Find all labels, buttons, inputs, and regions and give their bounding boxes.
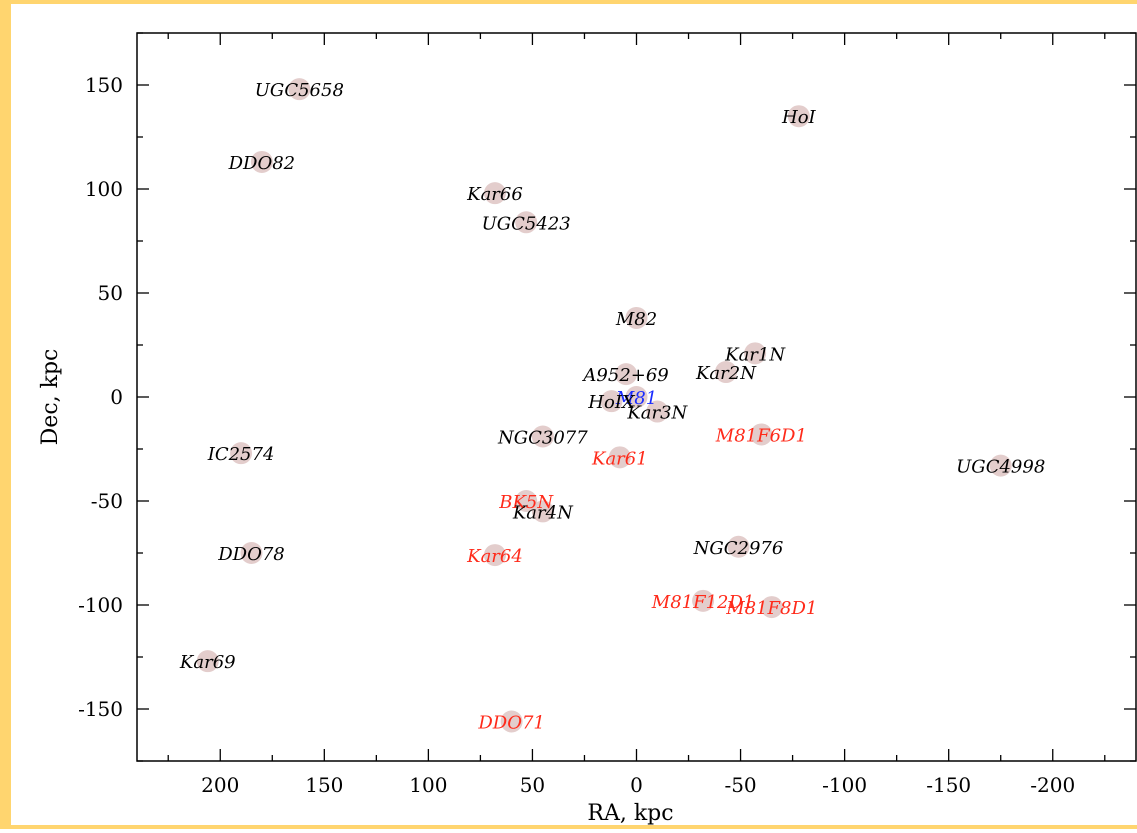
galaxy-label: IC2574: [207, 444, 275, 465]
galaxy-label: Kar66: [466, 184, 523, 205]
labels-layer: UGC5658HoIDDO82Kar66UGC5423M82Kar1NKar2N…: [179, 80, 1045, 733]
galaxy-label: NGC2976: [693, 538, 784, 559]
x-tick-label: 150: [305, 773, 343, 797]
galaxy-label: Kar69: [179, 652, 236, 673]
galaxy-label: DDO78: [217, 544, 285, 565]
galaxy-label: DDO71: [477, 712, 545, 733]
y-tick-label: 0: [110, 385, 123, 409]
y-tick-label: 100: [85, 177, 123, 201]
y-axis-label: Dec, kpc: [38, 349, 63, 446]
galaxy-label: UGC5658: [255, 80, 344, 101]
y-tick-label: -50: [91, 489, 123, 513]
galaxy-label: M81F8D1: [725, 598, 817, 619]
galaxy-label: UGC4998: [956, 457, 1045, 478]
x-tick-label: 0: [630, 773, 643, 797]
x-axis-label: RA, kpc: [587, 801, 673, 826]
y-tick-label: 150: [85, 73, 123, 97]
galaxy-label: M81F6D1: [715, 425, 807, 446]
x-tick-label: -50: [724, 773, 756, 797]
x-tick-label: 100: [409, 773, 447, 797]
x-tick-label: -200: [1030, 773, 1075, 797]
galaxy-label: Kar61: [591, 448, 648, 469]
y-tick-label: -150: [78, 697, 123, 721]
scatter-chart: UGC5658HoIDDO82Kar66UGC5423M82Kar1NKar2N…: [11, 4, 1137, 833]
galaxy-label: HoI: [781, 107, 817, 128]
galaxy-label: M82: [615, 309, 657, 330]
galaxy-label: Kar3N: [626, 403, 688, 424]
y-tick-label: 50: [98, 281, 123, 305]
x-tick-label: 200: [201, 773, 239, 797]
galaxy-label: Kar2N: [695, 363, 757, 384]
galaxy-label: A952+69: [581, 365, 668, 386]
galaxy-label: UGC5423: [482, 213, 571, 234]
x-tick-label: -150: [926, 773, 971, 797]
galaxy-label: DDO82: [228, 153, 296, 174]
x-tick-label: -100: [822, 773, 867, 797]
x-tick-label: 50: [520, 773, 545, 797]
galaxy-label: NGC3077: [497, 428, 588, 449]
galaxy-label: Kar64: [466, 546, 523, 567]
galaxy-label: Kar4N: [512, 502, 574, 523]
y-tick-label: -100: [78, 593, 123, 617]
